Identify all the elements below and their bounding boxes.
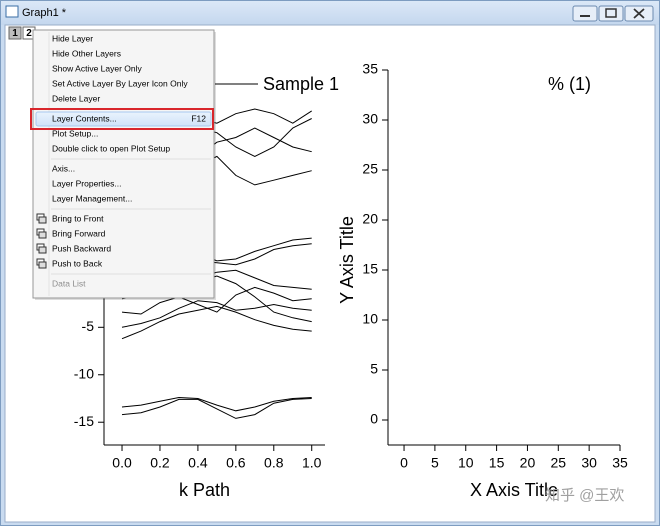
y-axis-title: Y Axis Title: [337, 216, 357, 304]
minimize-button[interactable]: [572, 5, 598, 22]
band-line: [121, 305, 312, 340]
menu-item[interactable]: Layer Properties...: [52, 178, 121, 188]
y-tick-label: 30: [362, 111, 378, 127]
context-menu: [32, 29, 215, 299]
layer-tab-label: 1: [12, 28, 18, 39]
y-tick-label: 10: [362, 311, 378, 327]
menu-item[interactable]: Axis...: [52, 163, 75, 173]
menu-item[interactable]: Layer Contents...: [52, 113, 117, 123]
layer-tab[interactable]: [8, 26, 22, 40]
menu-item[interactable]: Hide Layer: [52, 33, 93, 43]
x-tick-label: 15: [489, 455, 505, 471]
menu-item: Data List: [52, 278, 86, 288]
watermark: 知乎 @王欢: [545, 487, 624, 504]
x-tick-label: 10: [458, 455, 474, 471]
y-tick-label: 0: [370, 411, 378, 427]
x-axis-title: X Axis Title: [470, 480, 558, 500]
menu-highlight: [35, 111, 212, 127]
band-line: [121, 398, 312, 419]
maximize-button[interactable]: [598, 5, 624, 22]
x-tick-label: 0.2: [150, 455, 170, 471]
y-tick-label: 15: [362, 261, 378, 277]
menu-item[interactable]: Layer Management...: [52, 193, 132, 203]
y-tick-label: 35: [362, 61, 378, 77]
menu-icon: [38, 261, 47, 269]
y-tick-label: 20: [362, 211, 378, 227]
x-tick-label: 25: [551, 455, 567, 471]
window-buttons: [572, 5, 654, 22]
y-tick-label: -15: [74, 413, 94, 429]
menu-item[interactable]: Delete Layer: [52, 93, 100, 103]
band-line: [121, 300, 312, 328]
x-tick-label: 1.0: [302, 455, 322, 471]
x-tick-label: 0.6: [226, 455, 246, 471]
x-axis-title: k Path: [179, 480, 230, 500]
y-tick-label: 5: [370, 361, 378, 377]
x-tick-label: 35: [612, 455, 628, 471]
annotation: % (1): [548, 74, 591, 94]
menu-item[interactable]: Hide Other Layers: [52, 48, 121, 58]
x-tick-label: 0.4: [188, 455, 208, 471]
menu-item[interactable]: Bring Forward: [52, 228, 106, 238]
y-tick-label: 25: [362, 161, 378, 177]
menu-item[interactable]: Push to Back: [52, 258, 103, 268]
legend-label: Sample 1: [263, 74, 339, 94]
window-title: Graph1 *: [22, 7, 67, 19]
x-tick-label: 5: [431, 455, 439, 471]
menu-icon: [38, 216, 47, 224]
menu-item[interactable]: Show Active Layer Only: [52, 63, 143, 73]
menu-item[interactable]: Push Backward: [52, 243, 111, 253]
x-tick-label: 0.8: [264, 455, 284, 471]
title-bar: [1, 1, 659, 25]
menu-icon: [38, 246, 47, 254]
band-line: [121, 286, 312, 315]
y-tick-label: -10: [74, 365, 94, 381]
menu-icon: [38, 231, 47, 239]
layer-tab-label: 2: [26, 28, 32, 39]
x-tick-label: 30: [581, 455, 597, 471]
band-line: [121, 396, 312, 412]
app-icon: [5, 5, 19, 18]
menu-item[interactable]: Double click to open Plot Setup: [52, 143, 170, 153]
x-tick-label: 0: [400, 455, 408, 471]
annotation-box: [30, 108, 214, 130]
menu-shortcut: F12: [191, 113, 206, 123]
menu-item[interactable]: Set Active Layer By Layer Icon Only: [52, 78, 188, 88]
y-tick-label: -5: [82, 318, 95, 334]
menu-item[interactable]: Plot Setup...: [52, 128, 98, 138]
x-tick-label: 0.0: [112, 455, 132, 471]
menu-item[interactable]: Bring to Front: [52, 213, 104, 223]
x-tick-label: 20: [520, 455, 536, 471]
